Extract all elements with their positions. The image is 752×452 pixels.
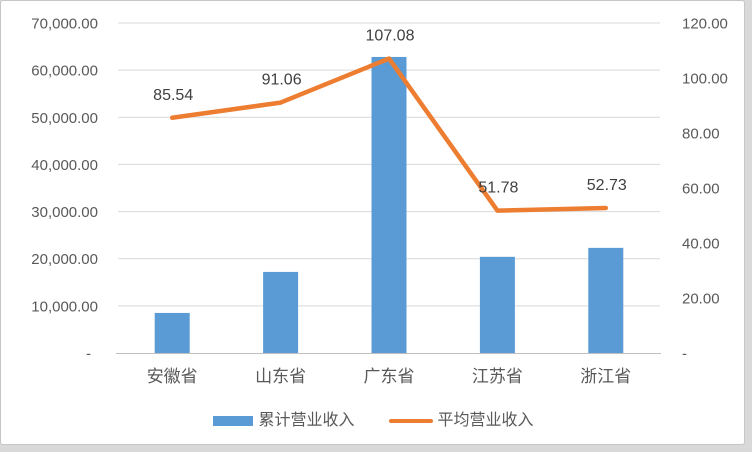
bar-series-swatch-icon [213,416,254,426]
right-axis-tick-label: 20.00 [682,291,720,308]
bar-江苏省[interactable] [479,256,515,353]
category-label-1: 安徽省 [147,367,198,386]
chart-frame: 70,000.00 60,000.00 50,000.00 40,000.00 30,0… [0,0,745,445]
left-axis-tick-label: 20,000.00 [31,251,98,268]
left-axis-tick-label: 60,000.00 [31,63,98,80]
category-label-2: 山东省 [255,367,306,386]
category-label-5: 浙江省 [580,367,631,386]
legend-entry-bar-series[interactable]: 累计营业收入 [213,412,355,430]
bar-广东省[interactable] [371,56,407,353]
bar-山东省[interactable] [263,271,299,353]
right-axis-tick-label: - [682,346,687,363]
legend-entry-line-series[interactable]: 平均营业收入 [388,412,534,430]
right-axis-tick-label: 120.00 [682,16,728,33]
category-label-4: 江苏省 [472,367,523,386]
left-axis-tick-label: - [86,346,91,363]
left-axis-tick-label: 10,000.00 [31,298,98,315]
line-series-average-revenue[interactable] [169,56,609,213]
left-axis-tick-label: 40,000.00 [31,157,98,174]
left-axis-tick-label: 50,000.00 [31,110,98,127]
left-axis-tick-label: 70,000.00 [31,16,98,33]
right-axis-tick-label: 40.00 [682,236,720,253]
left-axis-tick-label: 30,000.00 [31,204,98,221]
line-data-label: 107.08 [366,28,415,45]
right-axis-tick-label: 80.00 [682,126,720,143]
right-axis-tick-label: 100.00 [682,71,728,88]
category-label-3: 广东省 [364,367,415,386]
legend-label-bar-series: 累计营业收入 [258,412,355,429]
line-data-label: 51.78 [478,180,518,197]
chart-legend: 累计营业收入 平均营业收入 [1,412,744,430]
bar-安徽省[interactable] [154,312,190,353]
right-axis-tick-label: 60.00 [682,181,720,198]
line-data-label: 91.06 [262,72,302,89]
combo-chart-plot: 70,000.00 60,000.00 50,000.00 40,000.00 30,0… [31,16,728,387]
line-data-label: 85.54 [153,87,193,104]
legend-label-line-series: 平均营业收入 [437,412,534,429]
bar-浙江省[interactable] [588,247,624,353]
line-series-swatch-icon [388,419,433,423]
line-data-label: 52.73 [587,177,627,194]
